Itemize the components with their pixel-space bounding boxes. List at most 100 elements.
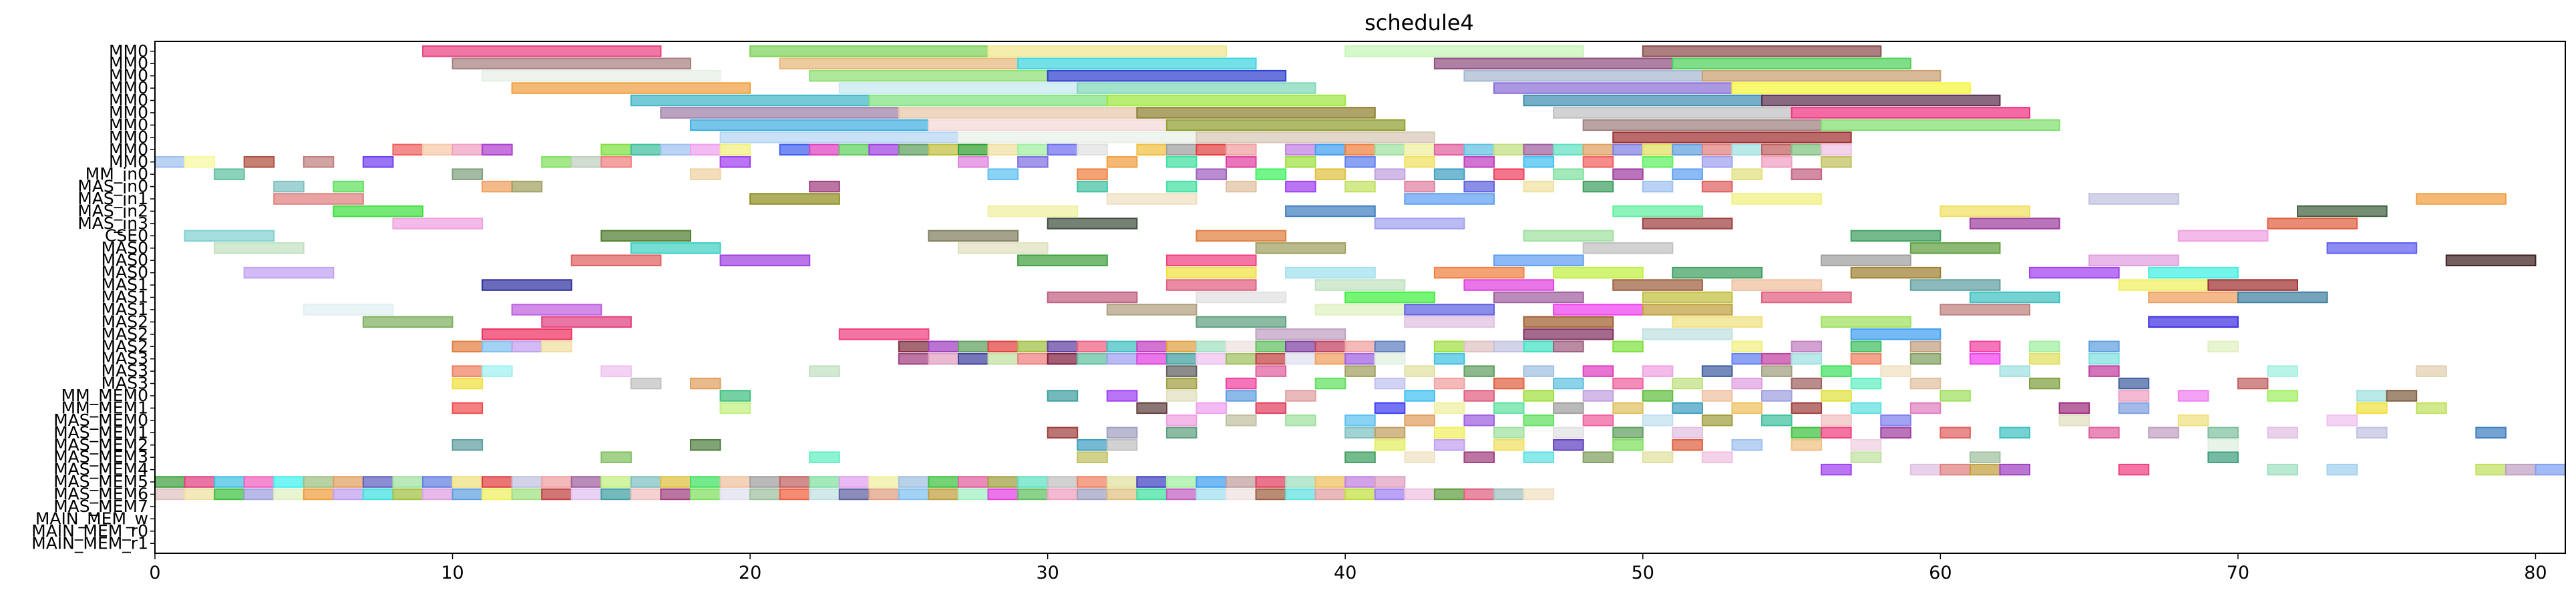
task-bar: [1285, 266, 1376, 279]
task-bar: [1969, 451, 2001, 463]
task-bar: [482, 328, 572, 340]
task-bar: [1940, 205, 2030, 218]
y-axis-ticks: MM0MM0MM0MM0MM0MM0MM0MM0MM0MM0MM_in0MAS_…: [31, 41, 155, 553]
task-bar: [1077, 82, 1316, 94]
task-bar: [1285, 414, 1316, 426]
task-bar: [2207, 426, 2239, 439]
task-bar: [1582, 156, 1614, 168]
task-bar: [1047, 340, 1079, 352]
y-tick-label: MM_in0: [85, 164, 148, 184]
task-bar: [1226, 476, 1257, 488]
task-bar: [1344, 45, 1584, 57]
task-bar: [1463, 69, 1703, 82]
task-bar: [1404, 193, 1495, 205]
task-bar: [1672, 377, 1703, 390]
y-tick-label: MM_MEM1: [61, 398, 148, 417]
task-bar: [749, 193, 840, 205]
task-bar: [1672, 168, 1703, 180]
task-bar: [1493, 168, 1525, 180]
task-bar: [422, 45, 662, 57]
task-bar: [987, 340, 1019, 352]
task-bar: [1553, 304, 1644, 316]
task-bar: [2088, 193, 2179, 205]
task-bar: [1017, 57, 1257, 69]
task-bar: [1701, 414, 1733, 426]
task-bar: [541, 316, 632, 328]
task-bar: [1374, 402, 1406, 414]
task-bar: [511, 340, 543, 352]
task-bar: [2148, 426, 2179, 439]
task-bar: [1909, 242, 2001, 254]
task-bar: [1582, 180, 1614, 193]
task-bar: [1523, 328, 1614, 340]
task-bar: [1106, 476, 1138, 488]
task-bar: [1374, 377, 1406, 390]
task-bar: [570, 488, 602, 501]
task-bar: [1463, 143, 1495, 156]
task-bar: [1672, 316, 1763, 328]
task-bar: [779, 476, 811, 488]
task-bar: [600, 143, 632, 156]
task-bar: [600, 488, 632, 501]
task-bar: [1761, 390, 1793, 402]
task-bar: [1165, 352, 1198, 365]
task-bar: [1761, 143, 1793, 156]
task-bar: [1523, 340, 1555, 352]
task-bar: [1523, 390, 1555, 402]
task-bar: [1612, 168, 1644, 180]
task-bar: [1285, 390, 1316, 402]
task-bar: [1165, 488, 1198, 501]
task-bar: [1226, 414, 1257, 426]
task-bar: [868, 488, 900, 501]
task-bar: [1850, 230, 1942, 242]
task-bar: [1047, 390, 1079, 402]
task-bar: [1553, 107, 1793, 119]
task-bar: [1909, 279, 2001, 291]
y-tick-label: MAS1: [102, 300, 148, 319]
task-bar: [838, 143, 870, 156]
task-bar: [1047, 476, 1079, 488]
task-bar: [2207, 279, 2298, 291]
task-bar: [1969, 340, 2001, 352]
task-bar: [1493, 426, 1525, 439]
task-bar: [362, 156, 394, 168]
task-bar: [928, 476, 960, 488]
task-bar: [809, 488, 840, 501]
task-bar: [1433, 439, 1465, 451]
task-bar: [422, 488, 453, 501]
task-bar: [1493, 340, 1525, 352]
task-bar: [928, 119, 1167, 131]
task-bar: [1850, 402, 1882, 414]
task-bar: [243, 488, 275, 501]
chart-title: schedule4: [1364, 10, 1474, 35]
task-bar: [749, 488, 781, 501]
task-bar: [1553, 143, 1584, 156]
task-bar: [987, 488, 1019, 501]
task-bar: [1523, 94, 1763, 107]
task-bar: [1077, 143, 1108, 156]
task-bar: [719, 254, 811, 266]
y-tick-label: MAS1: [102, 275, 148, 294]
task-bar: [1285, 352, 1316, 365]
task-bar: [1761, 365, 1793, 377]
y-tick-label: MAS1: [102, 288, 148, 307]
x-tick-label: 0: [149, 563, 160, 583]
task-bar: [1047, 426, 1079, 439]
task-bar: [1850, 266, 1942, 279]
task-bar: [2207, 451, 2239, 463]
task-bar: [809, 476, 840, 488]
task-bar: [630, 476, 662, 488]
task-bar: [1642, 291, 1733, 304]
task-bar: [1642, 143, 1674, 156]
task-bar: [600, 451, 632, 463]
task-bar: [154, 488, 186, 501]
task-bar: [1553, 266, 1644, 279]
task-bar: [214, 476, 245, 488]
task-bar: [1463, 156, 1495, 168]
task-bar: [1255, 352, 1287, 365]
task-bar: [1969, 291, 2060, 304]
task-bar: [630, 242, 721, 254]
task-bar: [1433, 377, 1465, 390]
y-tick-label: MAS3: [102, 349, 148, 368]
